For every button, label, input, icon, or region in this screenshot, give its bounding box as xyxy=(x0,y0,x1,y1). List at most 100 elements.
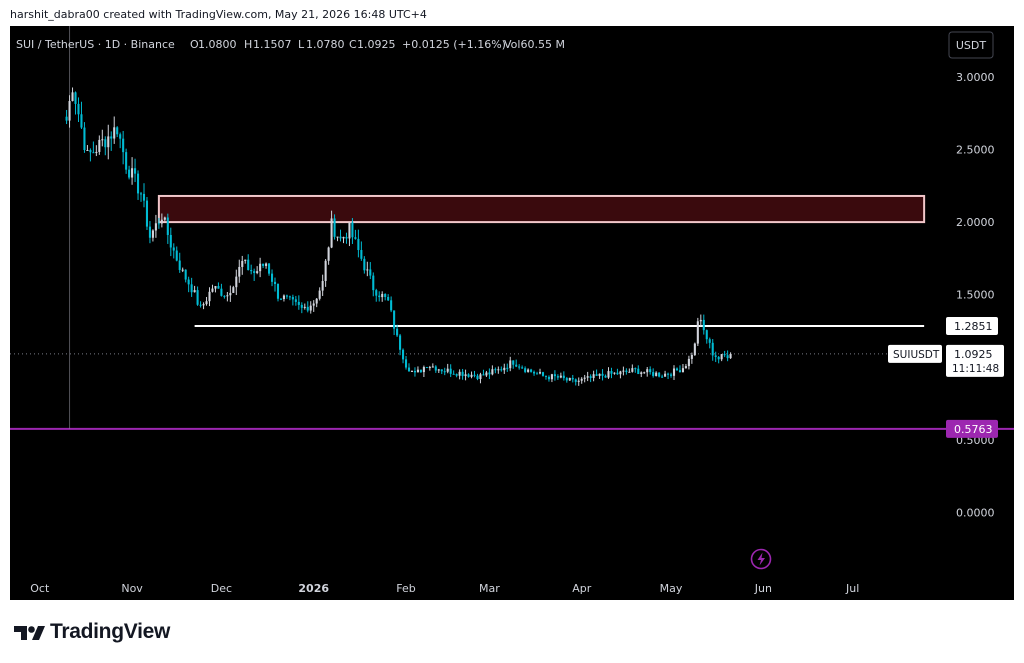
candle-body xyxy=(413,370,417,373)
candle-body xyxy=(598,373,601,376)
candle-body xyxy=(440,369,443,372)
candle-body xyxy=(211,288,214,292)
currency-button[interactable]: USDT xyxy=(948,31,994,59)
candle xyxy=(154,214,157,238)
candle xyxy=(708,337,711,349)
candle xyxy=(410,370,414,372)
legend-close-label: C xyxy=(349,38,357,51)
candle-body xyxy=(443,371,446,373)
candle-body xyxy=(556,376,559,378)
candle-body xyxy=(345,236,348,239)
candle xyxy=(655,371,658,377)
level-price-tag-bg xyxy=(946,316,998,335)
candle xyxy=(580,377,583,384)
lightning-icon[interactable] xyxy=(757,552,766,566)
candle xyxy=(402,348,405,364)
candle xyxy=(291,294,294,306)
candle-body xyxy=(116,127,119,135)
candle-body xyxy=(226,295,229,297)
candle xyxy=(437,368,440,373)
candle xyxy=(431,363,434,368)
candle xyxy=(449,364,452,378)
candle xyxy=(396,324,399,337)
candle-body xyxy=(512,360,515,365)
currency-button-border[interactable] xyxy=(948,31,994,59)
candle-body xyxy=(479,374,482,379)
candle-body xyxy=(425,367,428,369)
candle-body xyxy=(544,375,548,377)
candle xyxy=(446,363,449,374)
candle-body xyxy=(714,355,717,357)
candle xyxy=(232,285,235,293)
candle-body xyxy=(407,367,411,372)
candle-body xyxy=(107,136,110,148)
candle xyxy=(434,365,437,373)
candle xyxy=(527,368,530,373)
candle-body xyxy=(607,371,610,378)
candle-body xyxy=(256,271,259,273)
candle-body xyxy=(500,369,503,371)
x-tick-label: Mar xyxy=(479,582,500,595)
candle xyxy=(678,365,682,373)
candle-body xyxy=(342,236,345,239)
candle-body xyxy=(145,200,149,227)
chart-area[interactable]: 3.0000 2.5000 2.0000 1.5000 0.5000 0.0000 Oct N… xyxy=(10,26,1014,600)
candle xyxy=(598,373,601,379)
candle xyxy=(672,365,676,380)
candle xyxy=(253,268,256,281)
x-tick-label: Dec xyxy=(211,582,232,595)
candle-body xyxy=(71,92,74,102)
candle-body xyxy=(205,301,208,305)
candle-body xyxy=(244,259,247,261)
candle xyxy=(482,369,485,376)
candle xyxy=(122,130,125,165)
candle xyxy=(199,301,202,308)
candle xyxy=(208,287,211,307)
candle-body xyxy=(464,374,467,377)
candle-body xyxy=(726,355,729,359)
candle-body xyxy=(208,291,211,302)
candle xyxy=(181,267,184,273)
candle-body xyxy=(178,260,181,270)
x-tick-label: May xyxy=(660,582,683,595)
tradingview-logo[interactable]: TradingView xyxy=(14,620,170,646)
candle xyxy=(315,297,318,308)
candle xyxy=(256,266,259,275)
candle xyxy=(131,157,134,185)
candle xyxy=(637,365,640,375)
candle xyxy=(238,259,241,283)
candle-body xyxy=(151,230,154,238)
candle xyxy=(116,126,119,138)
candle-body xyxy=(497,369,500,371)
candle xyxy=(506,363,509,372)
currency-button-label[interactable]: USDT xyxy=(956,39,987,52)
replay-icon[interactable] xyxy=(750,548,772,570)
candle xyxy=(634,367,637,373)
candle xyxy=(265,262,268,269)
candle-body xyxy=(80,114,83,128)
candle xyxy=(547,375,550,382)
resistance-zone xyxy=(157,194,926,224)
candle-body xyxy=(717,356,720,360)
candle-body xyxy=(378,295,381,298)
candle-body xyxy=(101,139,104,141)
candle xyxy=(690,352,693,364)
candle xyxy=(500,366,503,372)
candle-body xyxy=(363,258,366,271)
candle xyxy=(175,246,178,262)
legend-volume: Vol60.55 M xyxy=(504,38,565,51)
candle-body xyxy=(568,377,571,381)
candle xyxy=(488,368,491,380)
candle xyxy=(574,378,577,386)
candle xyxy=(166,213,169,244)
candle-body xyxy=(580,378,583,381)
candle-body xyxy=(294,299,297,302)
candle xyxy=(125,148,128,174)
replay-icon-ring[interactable] xyxy=(750,548,772,570)
candle-body xyxy=(729,353,732,359)
candle-body xyxy=(488,372,491,375)
candle xyxy=(544,375,548,380)
candle-body xyxy=(592,374,595,378)
candle xyxy=(345,232,348,244)
